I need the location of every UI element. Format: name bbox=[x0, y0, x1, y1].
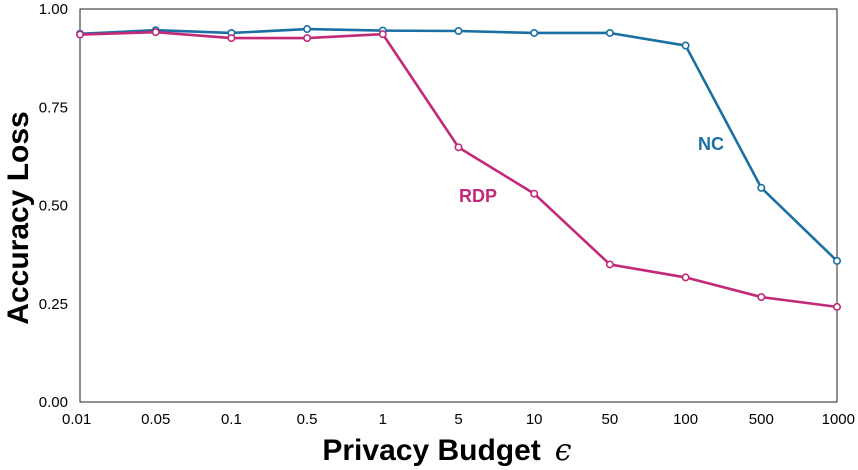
y-tick-label: 0.50 bbox=[39, 198, 68, 215]
y-tick-label: 0.75 bbox=[39, 99, 68, 116]
data-point-nc bbox=[530, 28, 539, 37]
data-point-rdp bbox=[76, 30, 85, 39]
x-tick-label: 50 bbox=[602, 411, 619, 428]
data-point-rdp bbox=[681, 273, 690, 282]
data-point-rdp bbox=[605, 260, 614, 269]
data-point-rdp bbox=[227, 34, 236, 43]
series-label-rdp: RDP bbox=[459, 186, 497, 206]
x-axis-title: Privacy Budget ϵ bbox=[322, 433, 571, 468]
data-point-rdp bbox=[303, 34, 312, 43]
x-tick-label: 0.1 bbox=[221, 411, 242, 428]
data-point-nc bbox=[605, 28, 614, 37]
y-tick-label: 0.00 bbox=[39, 394, 68, 411]
y-axis-ticks: 0.00 0.25 0.50 0.75 1.00 bbox=[39, 1, 68, 411]
data-point-rdp bbox=[378, 30, 387, 39]
x-tick-label: 10 bbox=[526, 411, 543, 428]
data-point-nc bbox=[832, 256, 841, 265]
data-point-nc bbox=[454, 27, 463, 36]
y-tick-label: 0.25 bbox=[39, 296, 68, 313]
x-tick-label: 0.05 bbox=[141, 411, 170, 428]
x-tick-label: 1000 bbox=[822, 411, 855, 428]
series-label-nc: NC bbox=[698, 134, 724, 154]
x-tick-label: 500 bbox=[749, 411, 774, 428]
data-point-nc bbox=[681, 41, 690, 50]
series-rdp bbox=[76, 28, 841, 311]
x-tick-label: 0.5 bbox=[297, 411, 318, 428]
series-line-rdp bbox=[79, 30, 838, 309]
x-axis-ticks: 0.01 0.05 0.1 0.5 1 5 10 50 100 500 1000 bbox=[62, 411, 855, 428]
epsilon-symbol: ϵ bbox=[555, 433, 572, 468]
x-axis-title-text: Privacy Budget bbox=[322, 434, 540, 467]
plot-area bbox=[79, 8, 838, 403]
x-tick-label: 5 bbox=[454, 411, 462, 428]
data-point-rdp bbox=[832, 302, 841, 311]
series-layer: NC RDP bbox=[76, 25, 841, 311]
y-axis-title: Accuracy Loss bbox=[2, 111, 35, 324]
data-point-rdp bbox=[151, 28, 160, 37]
data-point-rdp bbox=[454, 143, 463, 152]
data-point-nc bbox=[303, 25, 312, 34]
data-point-rdp bbox=[757, 293, 766, 302]
x-tick-label: 100 bbox=[673, 411, 698, 428]
data-point-nc bbox=[757, 183, 766, 192]
y-tick-label: 1.00 bbox=[39, 1, 68, 18]
data-point-rdp bbox=[530, 189, 539, 198]
x-tick-label: 1 bbox=[379, 411, 387, 428]
x-tick-label: 0.01 bbox=[62, 411, 91, 428]
